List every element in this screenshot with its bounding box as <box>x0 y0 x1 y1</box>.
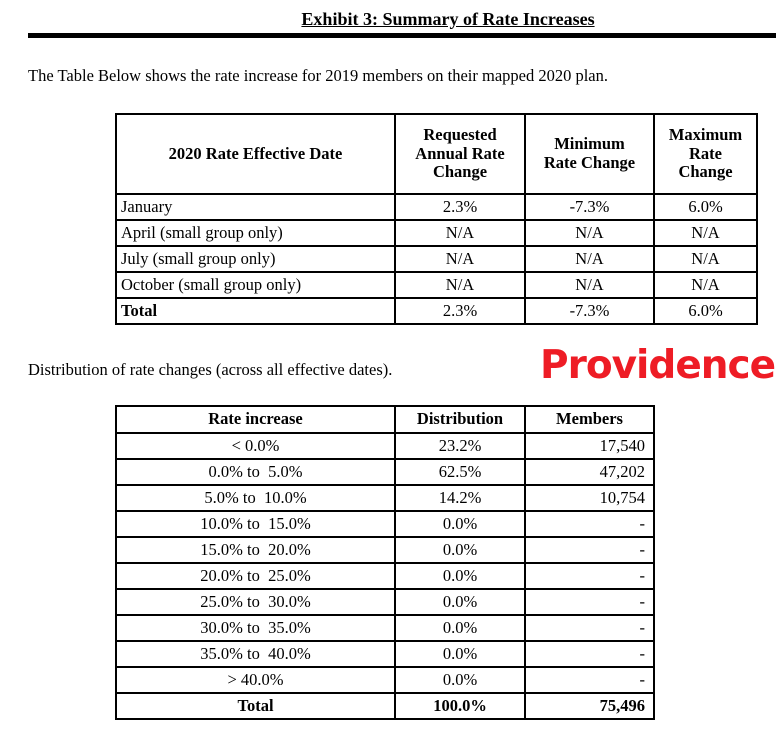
col-header-requested-change: Requested Annual Rate Change <box>394 113 526 195</box>
cell-range: 35.0% to 40.0% <box>115 640 396 668</box>
cell-members: 10,754 <box>524 484 655 512</box>
col-header-min-change: Minimum Rate Change <box>524 113 655 195</box>
table-row: 10.0% to 15.0% 0.0% - <box>115 510 655 538</box>
cell-total-label: Total <box>115 297 396 325</box>
cell-distribution: 0.0% <box>394 640 526 668</box>
cell-max: N/A <box>653 219 758 247</box>
col-header-rate-increase: Rate increase <box>115 405 396 434</box>
providence-logo: Providence <box>540 343 776 388</box>
intro-paragraph: The Table Below shows the rate increase … <box>28 66 608 85</box>
cell-total-members: 75,496 <box>524 692 655 720</box>
cell-min: N/A <box>524 245 655 273</box>
table-row: 5.0% to 10.0% 14.2% 10,754 <box>115 484 655 512</box>
col-header-members: Members <box>524 405 655 434</box>
cell-distribution: 0.0% <box>394 614 526 642</box>
cell-requested: N/A <box>394 271 526 299</box>
distribution-table: Rate increase Distribution Members < 0.0… <box>115 405 655 720</box>
cell-total-max: 6.0% <box>653 297 758 325</box>
distribution-caption: Distribution of rate changes (across all… <box>28 360 393 379</box>
table-row: January 2.3% -7.3% 6.0% <box>115 193 758 221</box>
cell-range: 10.0% to 15.0% <box>115 510 396 538</box>
table-row: October (small group only) N/A N/A N/A <box>115 271 758 299</box>
cell-max: N/A <box>653 271 758 299</box>
title-divider-rule <box>28 33 776 38</box>
cell-requested: 2.3% <box>394 193 526 221</box>
table-row: 15.0% to 20.0% 0.0% - <box>115 536 655 564</box>
cell-distribution: 0.0% <box>394 562 526 590</box>
cell-range: 15.0% to 20.0% <box>115 536 396 564</box>
cell-members: 47,202 <box>524 458 655 486</box>
cell-range: > 40.0% <box>115 666 396 694</box>
cell-date: January <box>115 193 396 221</box>
page-title: Exhibit 3: Summary of Rate Increases <box>120 6 776 32</box>
cell-distribution: 23.2% <box>394 432 526 460</box>
cell-range: 20.0% to 25.0% <box>115 562 396 590</box>
cell-members: 17,540 <box>524 432 655 460</box>
table-row: 0.0% to 5.0% 62.5% 47,202 <box>115 458 655 486</box>
cell-members: - <box>524 588 655 616</box>
page-title-text: Exhibit 3: Summary of Rate Increases <box>301 9 595 29</box>
table-header-row: Rate increase Distribution Members <box>115 405 655 434</box>
table-row: 35.0% to 40.0% 0.0% - <box>115 640 655 668</box>
cell-distribution: 0.0% <box>394 666 526 694</box>
cell-range: 30.0% to 35.0% <box>115 614 396 642</box>
cell-date: July (small group only) <box>115 245 396 273</box>
cell-members: - <box>524 562 655 590</box>
table-row: < 0.0% 23.2% 17,540 <box>115 432 655 460</box>
cell-range: 5.0% to 10.0% <box>115 484 396 512</box>
col-header-distribution: Distribution <box>394 405 526 434</box>
cell-total-min: -7.3% <box>524 297 655 325</box>
table-header-row: 2020 Rate Effective Date Requested Annua… <box>115 113 758 195</box>
cell-distribution: 0.0% <box>394 536 526 564</box>
cell-distribution: 14.2% <box>394 484 526 512</box>
table-row: 25.0% to 30.0% 0.0% - <box>115 588 655 616</box>
table-total-row: Total 2.3% -7.3% 6.0% <box>115 297 758 325</box>
cell-distribution: 62.5% <box>394 458 526 486</box>
table-row: July (small group only) N/A N/A N/A <box>115 245 758 273</box>
cell-date: October (small group only) <box>115 271 396 299</box>
table-row: April (small group only) N/A N/A N/A <box>115 219 758 247</box>
cell-max: N/A <box>653 245 758 273</box>
rate-increase-table: 2020 Rate Effective Date Requested Annua… <box>115 113 758 325</box>
cell-total-requested: 2.3% <box>394 297 526 325</box>
cell-requested: N/A <box>394 245 526 273</box>
cell-members: - <box>524 640 655 668</box>
cell-min: N/A <box>524 219 655 247</box>
cell-members: - <box>524 510 655 538</box>
cell-range: < 0.0% <box>115 432 396 460</box>
cell-total-distribution: 100.0% <box>394 692 526 720</box>
table-row: > 40.0% 0.0% - <box>115 666 655 694</box>
cell-members: - <box>524 536 655 564</box>
cell-total-label: Total <box>115 692 396 720</box>
cell-date: April (small group only) <box>115 219 396 247</box>
table-row: 30.0% to 35.0% 0.0% - <box>115 614 655 642</box>
cell-requested: N/A <box>394 219 526 247</box>
cell-max: 6.0% <box>653 193 758 221</box>
table-row: 20.0% to 25.0% 0.0% - <box>115 562 655 590</box>
cell-members: - <box>524 666 655 694</box>
table-total-row: Total 100.0% 75,496 <box>115 692 655 720</box>
cell-distribution: 0.0% <box>394 510 526 538</box>
cell-members: - <box>524 614 655 642</box>
col-header-effective-date: 2020 Rate Effective Date <box>115 113 396 195</box>
cell-range: 25.0% to 30.0% <box>115 588 396 616</box>
cell-distribution: 0.0% <box>394 588 526 616</box>
col-header-max-change: Maximum Rate Change <box>653 113 758 195</box>
cell-min: -7.3% <box>524 193 655 221</box>
cell-min: N/A <box>524 271 655 299</box>
cell-range: 0.0% to 5.0% <box>115 458 396 486</box>
